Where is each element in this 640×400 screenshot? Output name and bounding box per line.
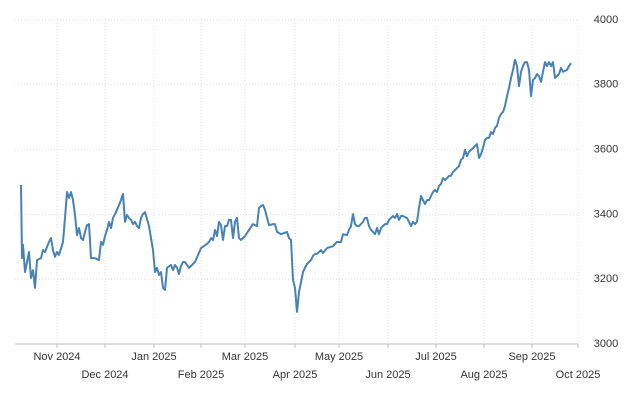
x-tick-label: Jun 2025	[365, 369, 410, 381]
y-tick-label: 4000	[594, 14, 618, 26]
y-tick-label: 3600	[594, 144, 618, 156]
x-tick-label: Jan 2025	[131, 351, 176, 363]
x-tick-label: May 2025	[315, 351, 363, 363]
x-tick-label: Nov 2024	[33, 351, 80, 363]
x-tick-label: Feb 2025	[178, 369, 224, 381]
y-tick-label: 3800	[594, 79, 618, 91]
x-tick-label: Dec 2024	[81, 369, 128, 381]
x-tick-label: Aug 2025	[460, 369, 507, 381]
x-tick-label: Jul 2025	[415, 351, 457, 363]
line	[20, 58, 572, 313]
x-tick-label: Mar 2025	[222, 351, 268, 363]
y-tick-label: 3400	[594, 208, 618, 220]
y-tick-label: 3000	[594, 338, 618, 350]
y-tick-label: 3200	[594, 273, 618, 285]
x-tick-label: Sep 2025	[508, 351, 555, 363]
x-tick-label: Oct 2025	[556, 369, 601, 381]
x-tick-label: Apr 2025	[273, 369, 318, 381]
